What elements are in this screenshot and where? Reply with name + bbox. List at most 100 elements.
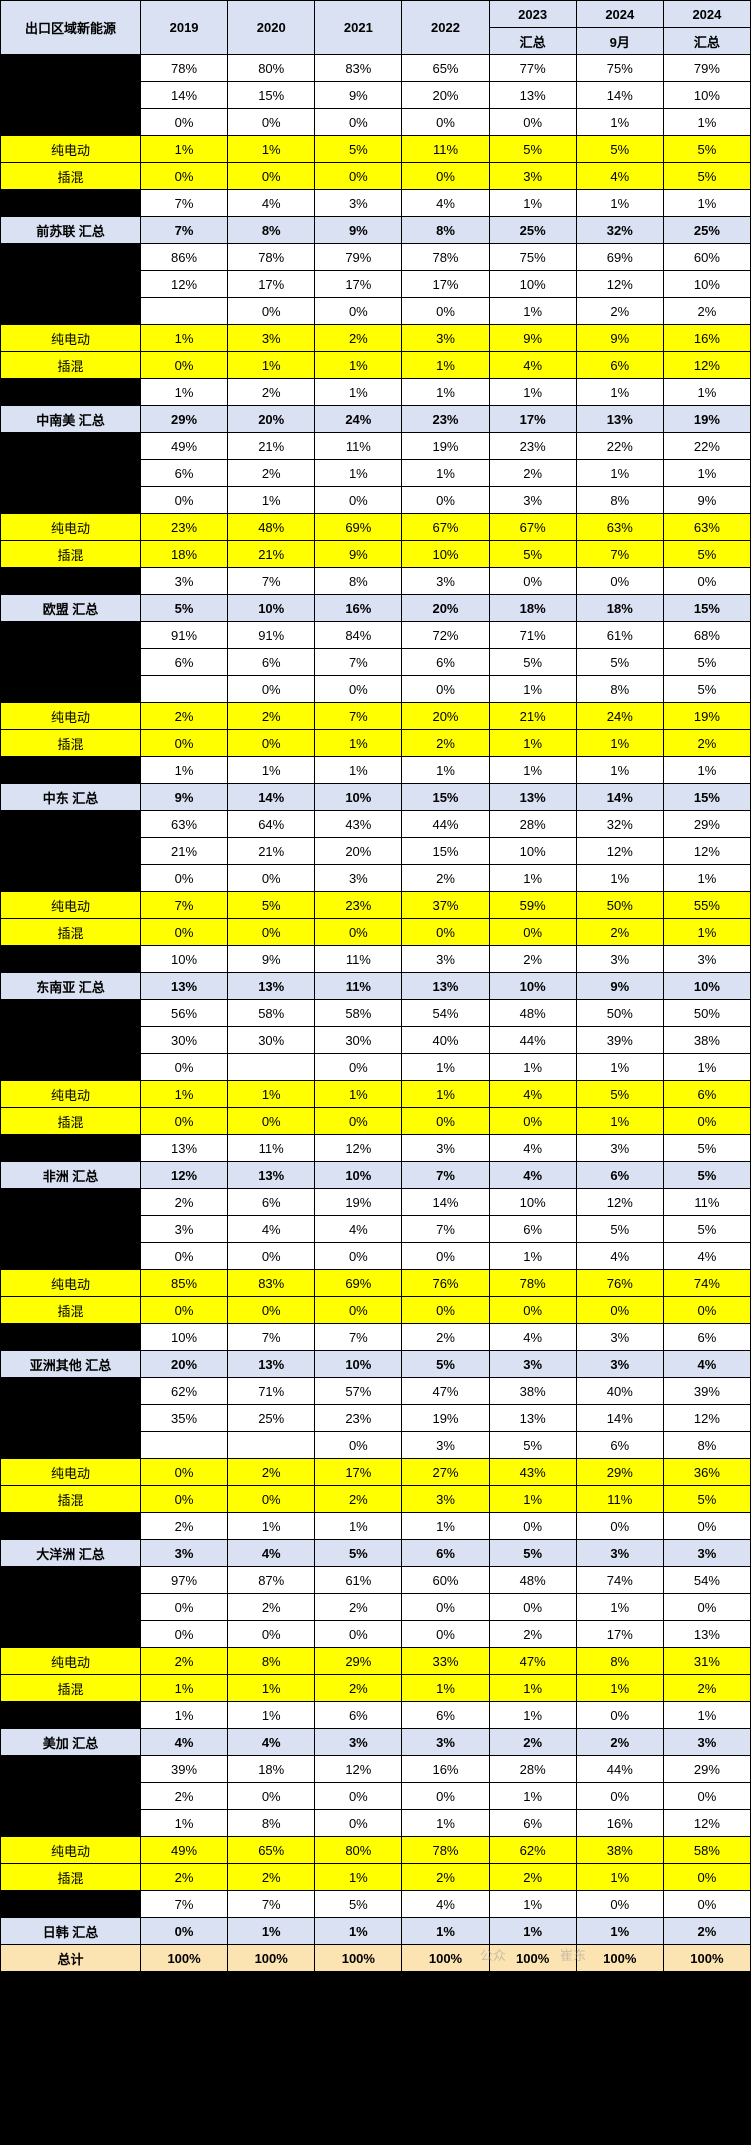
data-cell: 0% (141, 1594, 228, 1621)
subtotal-cell: 1% (228, 1918, 315, 1945)
data-cell: 0% (402, 1621, 489, 1648)
data-cell: 83% (315, 55, 402, 82)
data-cell: 5% (663, 676, 750, 703)
data-cell: 2% (228, 1864, 315, 1891)
data-cell: 7% (228, 568, 315, 595)
data-cell: 23% (315, 892, 402, 919)
data-cell: 3% (315, 865, 402, 892)
data-cell: 1% (402, 757, 489, 784)
row-label (1, 1756, 141, 1783)
data-cell: 10% (663, 82, 750, 109)
data-cell: 69% (315, 514, 402, 541)
data-cell: 4% (402, 1891, 489, 1918)
data-cell: 16% (576, 1810, 663, 1837)
data-cell: 0% (489, 1297, 576, 1324)
data-cell: 6% (576, 1432, 663, 1459)
data-cell: 2% (315, 1486, 402, 1513)
data-cell: 0% (315, 109, 402, 136)
data-cell: 3% (141, 1216, 228, 1243)
data-cell: 1% (576, 1675, 663, 1702)
data-cell: 17% (576, 1621, 663, 1648)
row-label: 插混 (1, 1108, 141, 1135)
subtotal-cell: 5% (663, 1162, 750, 1189)
subtotal-cell: 6% (576, 1162, 663, 1189)
subtotal-cell: 9% (315, 217, 402, 244)
data-cell: 60% (402, 1567, 489, 1594)
data-cell: 0% (228, 676, 315, 703)
data-cell: 31% (663, 1648, 750, 1675)
data-cell: 0% (315, 1432, 402, 1459)
data-cell: 0% (315, 1054, 402, 1081)
data-cell: 0% (489, 1594, 576, 1621)
data-cell: 78% (402, 1837, 489, 1864)
data-cell: 4% (489, 1081, 576, 1108)
data-cell: 91% (228, 622, 315, 649)
data-cell: 74% (663, 1270, 750, 1297)
data-cell: 1% (663, 190, 750, 217)
data-cell: 21% (228, 838, 315, 865)
data-cell: 65% (228, 1837, 315, 1864)
subtotal-cell: 18% (576, 595, 663, 622)
data-cell: 0% (402, 919, 489, 946)
data-cell: 43% (489, 1459, 576, 1486)
data-cell: 5% (576, 649, 663, 676)
row-label (1, 1621, 141, 1648)
data-cell: 27% (402, 1459, 489, 1486)
data-cell: 0% (315, 676, 402, 703)
subtotal-cell: 2% (489, 1729, 576, 1756)
data-cell: 58% (315, 1000, 402, 1027)
subtotal-label: 中南美 汇总 (1, 406, 141, 433)
data-cell: 17% (228, 271, 315, 298)
row-label (1, 487, 141, 514)
subtotal-cell: 8% (228, 217, 315, 244)
data-cell: 5% (489, 1432, 576, 1459)
data-cell: 49% (141, 1837, 228, 1864)
data-cell: 0% (141, 1108, 228, 1135)
data-cell: 3% (576, 946, 663, 973)
data-cell: 1% (141, 1675, 228, 1702)
data-cell: 12% (141, 271, 228, 298)
subtotal-cell: 5% (402, 1351, 489, 1378)
data-cell: 0% (576, 1702, 663, 1729)
row-label: 插混 (1, 1486, 141, 1513)
subtotal-cell: 8% (402, 217, 489, 244)
row-label: 纯电动 (1, 136, 141, 163)
data-cell: 6% (228, 649, 315, 676)
subtotal-cell: 13% (489, 784, 576, 811)
row-label: 纯电动 (1, 1270, 141, 1297)
data-cell: 6% (141, 649, 228, 676)
data-cell: 0% (315, 1621, 402, 1648)
data-cell: 97% (141, 1567, 228, 1594)
data-cell: 0% (228, 865, 315, 892)
row-label (1, 109, 141, 136)
data-cell: 10% (489, 1189, 576, 1216)
data-cell: 1% (402, 1054, 489, 1081)
data-cell: 0% (228, 298, 315, 325)
data-cell: 4% (402, 190, 489, 217)
data-cell: 6% (141, 460, 228, 487)
data-cell: 19% (402, 433, 489, 460)
data-cell: 9% (489, 325, 576, 352)
row-label: 纯电动 (1, 514, 141, 541)
data-cell: 12% (576, 271, 663, 298)
data-cell: 13% (489, 1405, 576, 1432)
subtotal-label: 日韩 汇总 (1, 1918, 141, 1945)
data-cell: 1% (141, 379, 228, 406)
data-cell: 0% (402, 1783, 489, 1810)
data-cell: 0% (576, 568, 663, 595)
data-cell: 5% (489, 136, 576, 163)
data-cell: 44% (576, 1756, 663, 1783)
data-cell: 2% (402, 865, 489, 892)
data-cell: 18% (141, 541, 228, 568)
data-cell: 4% (489, 1135, 576, 1162)
data-cell: 5% (663, 1216, 750, 1243)
data-cell: 8% (228, 1648, 315, 1675)
data-cell: 59% (489, 892, 576, 919)
data-cell: 3% (402, 568, 489, 595)
row-label: 纯电动 (1, 325, 141, 352)
data-cell: 5% (663, 136, 750, 163)
row-label (1, 271, 141, 298)
data-cell: 32% (576, 811, 663, 838)
subtotal-cell: 24% (315, 406, 402, 433)
data-cell: 6% (576, 352, 663, 379)
